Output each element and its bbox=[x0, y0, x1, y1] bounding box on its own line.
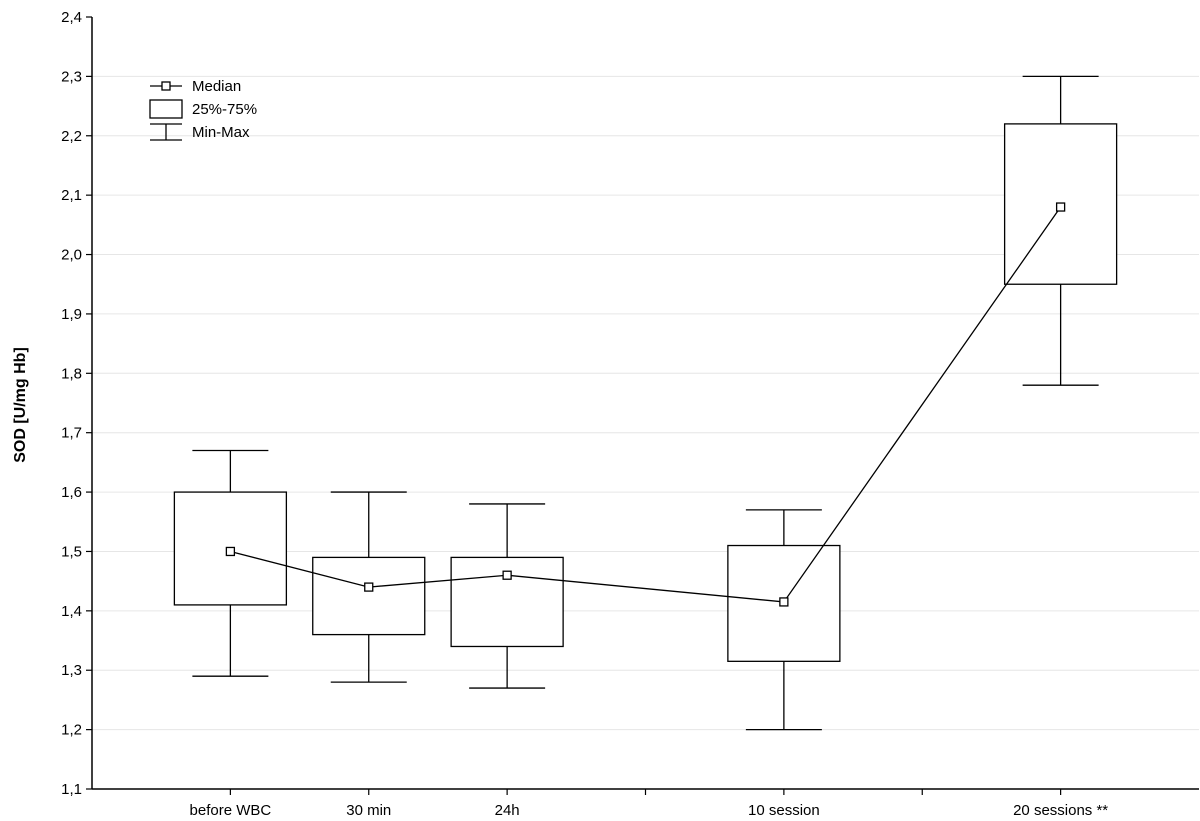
legend-median-marker bbox=[161, 81, 171, 91]
legend: Median 25%-75% Min-Max bbox=[149, 78, 257, 141]
legend-item: Min-Max bbox=[150, 123, 250, 141]
legend-label: Min-Max bbox=[192, 124, 250, 141]
y-tick-label: 1,6 bbox=[61, 484, 82, 501]
box-group bbox=[173, 449, 288, 677]
y-tick-label: 2,1 bbox=[61, 187, 82, 204]
y-tick-label: 2,2 bbox=[61, 128, 82, 145]
y-axis-ticks: 1,1 1,2 1,3 1,4 1,5 1,6 1,7 1,8 1,9 2,0 2,1 2,2 2,3 2… bbox=[61, 9, 92, 798]
box-group bbox=[1003, 75, 1118, 386]
x-tick-label: before WBC bbox=[190, 802, 272, 819]
y-tick-label: 2,3 bbox=[61, 68, 82, 85]
legend-item: Median bbox=[150, 78, 241, 95]
boxes bbox=[173, 75, 1118, 731]
box-group bbox=[727, 509, 841, 731]
median-marker bbox=[502, 570, 512, 580]
median-line bbox=[225, 202, 1066, 607]
x-tick-label: 20 sessions ** bbox=[1013, 802, 1108, 819]
y-tick-label: 2,0 bbox=[61, 247, 82, 264]
y-tick-label: 1,3 bbox=[61, 662, 82, 679]
box-group bbox=[450, 503, 564, 689]
x-tick-label: 24h bbox=[495, 802, 520, 819]
iqr-box bbox=[312, 556, 426, 636]
legend-item: 25%-75% bbox=[149, 99, 257, 119]
legend-box-symbol bbox=[149, 99, 183, 119]
box-group bbox=[312, 491, 426, 683]
x-tick-label: 10 session bbox=[748, 802, 820, 819]
y-tick-label: 1,9 bbox=[61, 306, 82, 323]
median-connector bbox=[230, 206, 1062, 603]
y-tick-label: 1,5 bbox=[61, 543, 82, 560]
legend-label: 25%-75% bbox=[192, 101, 257, 118]
median-marker bbox=[364, 582, 374, 592]
y-tick-label: 1,4 bbox=[61, 603, 82, 620]
y-axis-label: SOD [U/mg Hb] bbox=[12, 347, 29, 463]
y-tick-label: 1,7 bbox=[61, 425, 82, 442]
y-tick-label: 1,1 bbox=[61, 781, 82, 798]
median-marker bbox=[779, 597, 789, 607]
x-tick-label: 30 min bbox=[346, 802, 391, 819]
x-axis-ticks: before WBC 30 min 24h 10 session 20 sessions… bbox=[190, 789, 1108, 819]
y-tick-label: 1,8 bbox=[61, 365, 82, 382]
y-tick-label: 2,4 bbox=[61, 9, 82, 26]
legend-label: Median bbox=[192, 78, 241, 95]
y-tick-label: 1,2 bbox=[61, 722, 82, 739]
median-marker bbox=[225, 546, 236, 557]
median-marker bbox=[1055, 202, 1066, 212]
